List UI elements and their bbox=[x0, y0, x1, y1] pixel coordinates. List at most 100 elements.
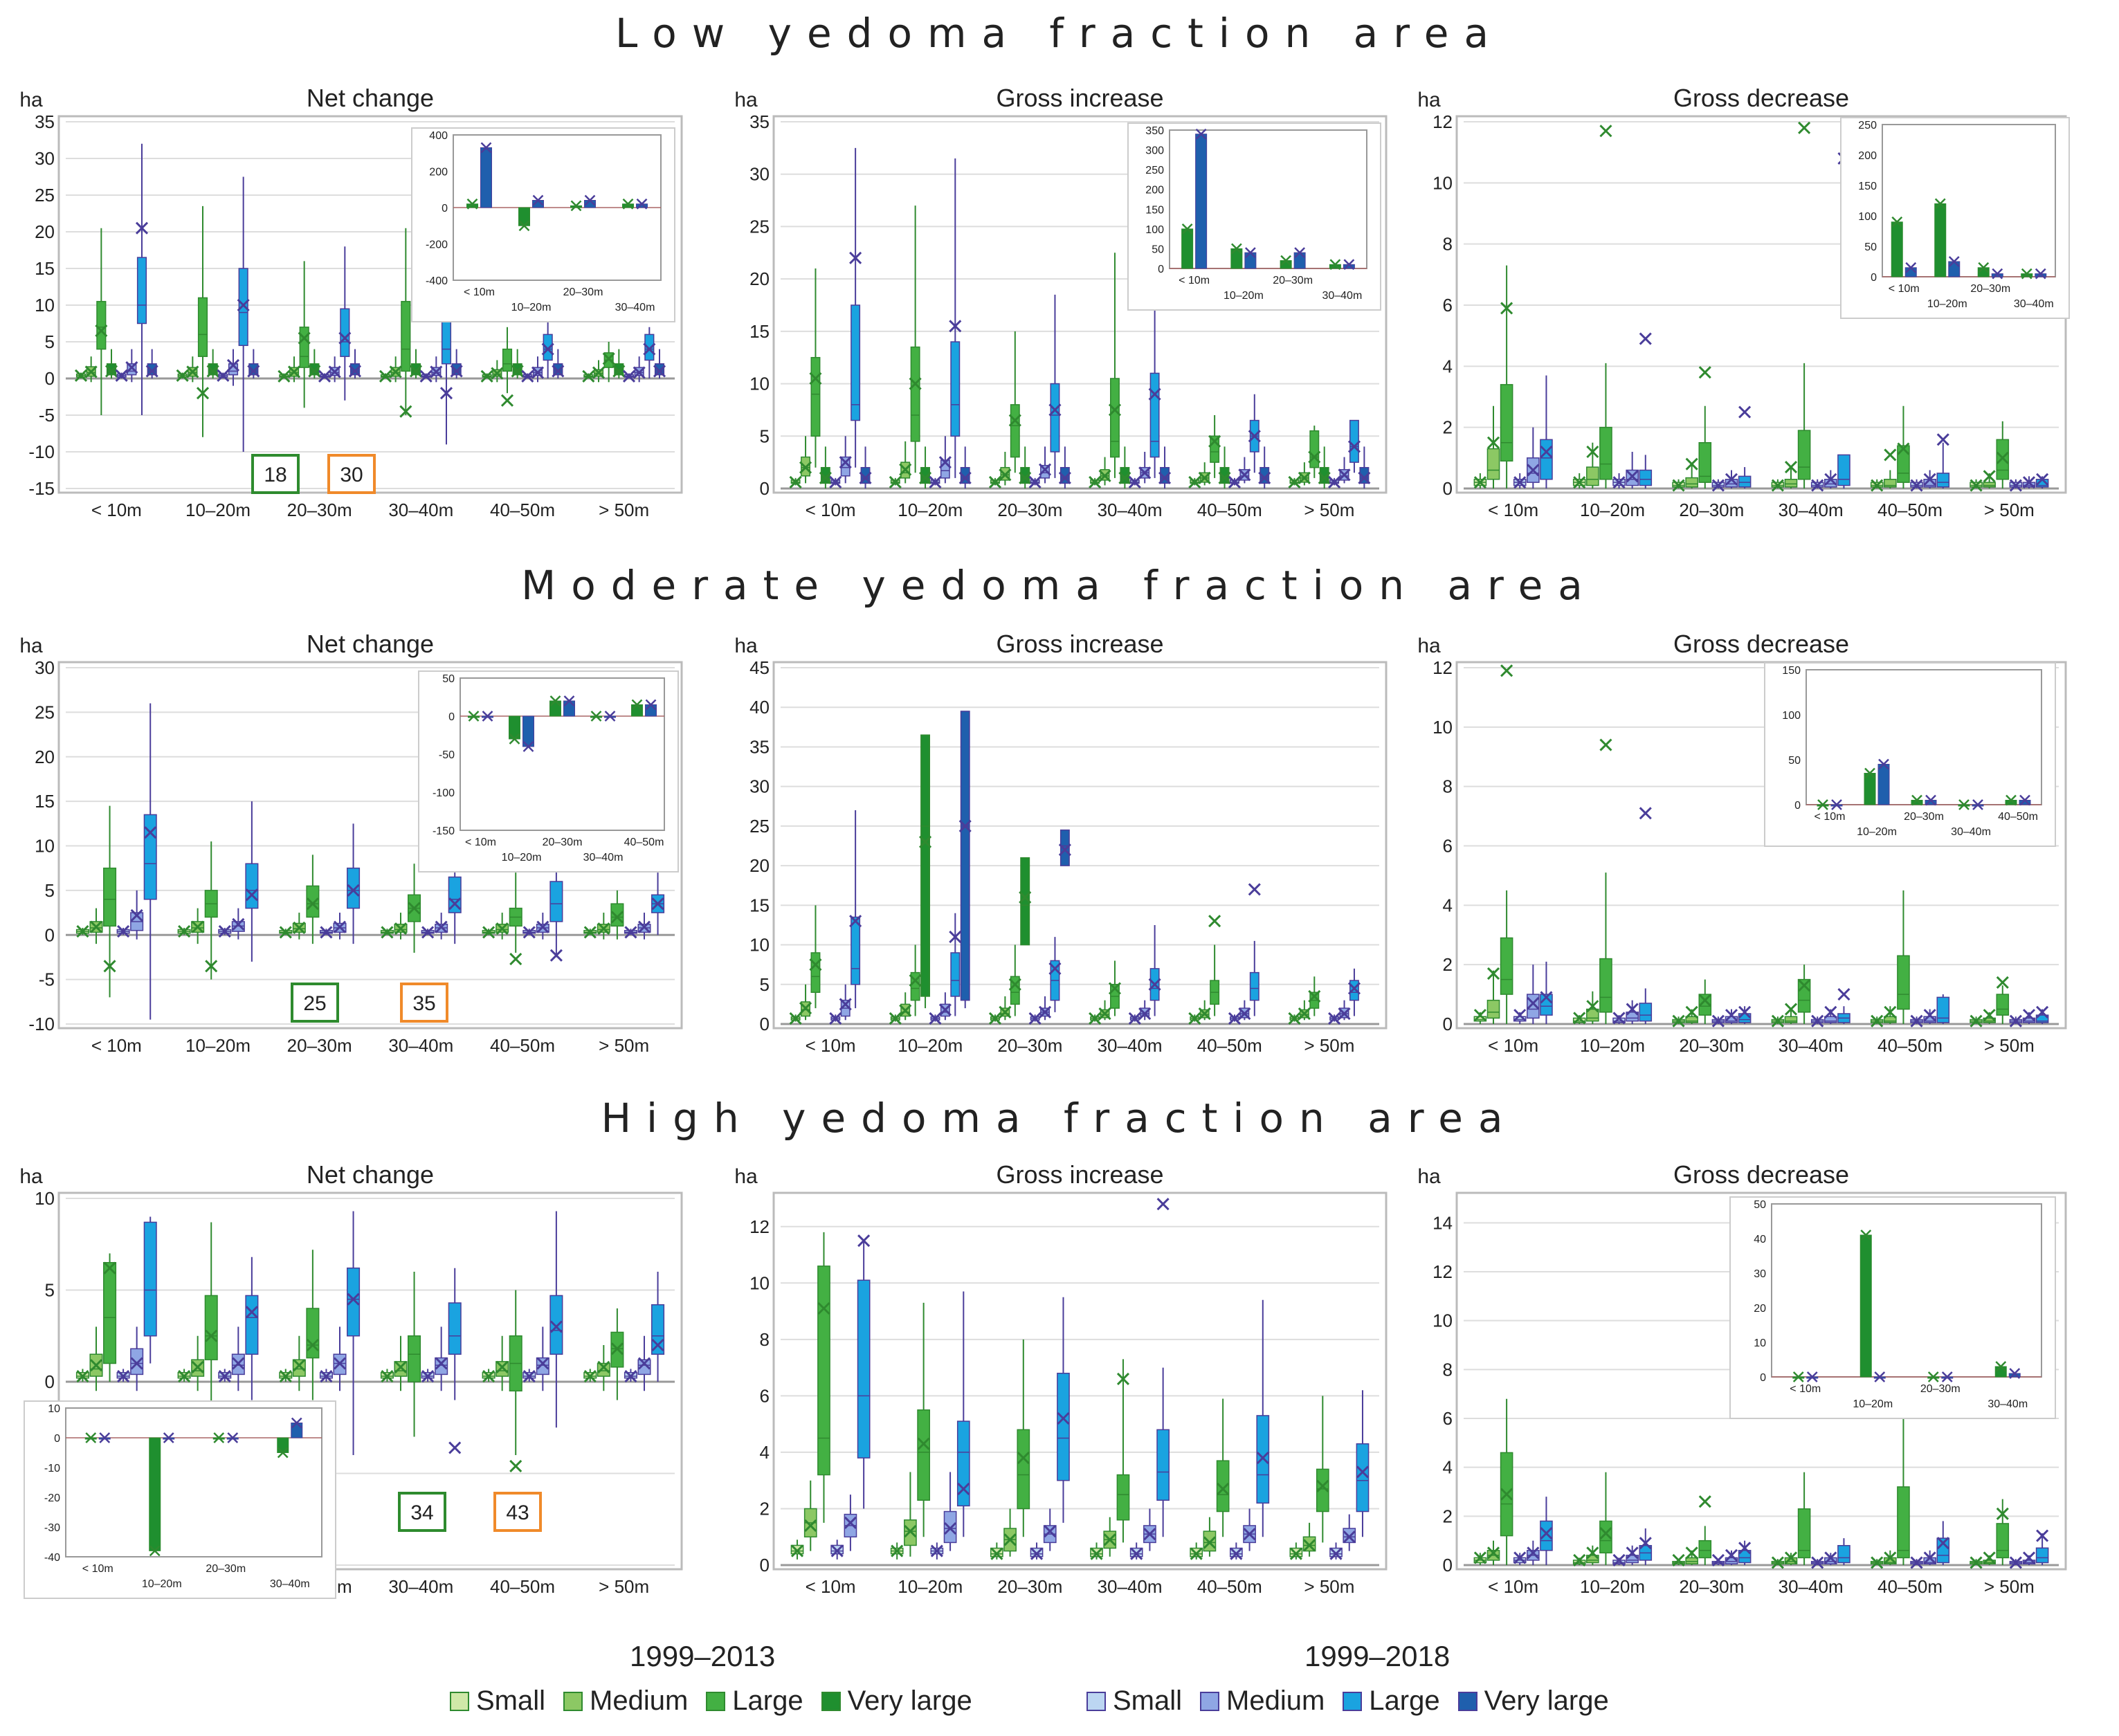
y-tick-label: 4 bbox=[1443, 1457, 1453, 1478]
y-unit-label: ha bbox=[19, 634, 43, 657]
mean-marker bbox=[1685, 457, 1698, 470]
y-tick-label: 25 bbox=[35, 185, 55, 205]
mean-marker bbox=[421, 1369, 435, 1383]
mean-marker bbox=[859, 471, 872, 484]
mean-marker bbox=[1996, 1507, 2009, 1520]
mean-marker bbox=[1771, 479, 1784, 492]
y-tick-label: 20 bbox=[35, 221, 55, 242]
inset-y-tick: -10 bbox=[44, 1463, 60, 1474]
box-body bbox=[1586, 466, 1599, 486]
inset-y-tick: 300 bbox=[1145, 145, 1164, 157]
legend-item-p2-very-large: Very large bbox=[1457, 1685, 1609, 1717]
outlier-count-box bbox=[400, 983, 448, 1023]
mean-marker bbox=[1586, 1000, 1599, 1013]
mean-marker bbox=[450, 365, 463, 378]
inset-mean-marker bbox=[636, 198, 648, 210]
mean-marker bbox=[1500, 302, 1513, 315]
y-tick-label: 15 bbox=[749, 321, 770, 342]
box-body bbox=[1996, 1523, 2010, 1559]
inset-mean-marker bbox=[2006, 794, 2017, 806]
mean-marker bbox=[409, 365, 423, 378]
box-body bbox=[1626, 1555, 1639, 1564]
mean-marker bbox=[89, 1359, 103, 1372]
x-tick-label: 30–40m bbox=[388, 1576, 453, 1597]
mean-marker bbox=[602, 352, 615, 365]
mean-marker bbox=[909, 377, 922, 390]
box-body bbox=[644, 334, 655, 361]
mean-marker bbox=[509, 952, 522, 966]
inset-mean-marker bbox=[1911, 794, 1922, 806]
y-tick-label: 20 bbox=[749, 268, 770, 289]
mean-marker bbox=[495, 1360, 509, 1373]
inset-mean-marker bbox=[1972, 799, 1983, 810]
mean-marker bbox=[144, 826, 157, 839]
box-body bbox=[238, 268, 248, 347]
mean-marker bbox=[306, 897, 319, 911]
mean-marker bbox=[509, 1459, 522, 1472]
box-body bbox=[103, 1262, 117, 1364]
mean-marker bbox=[889, 475, 902, 488]
box-body bbox=[1586, 1555, 1599, 1564]
inset-box bbox=[1877, 764, 1890, 805]
mean-marker bbox=[495, 922, 509, 935]
mean-marker bbox=[1238, 1007, 1251, 1021]
inset-x-tick: < 10m bbox=[1889, 283, 1920, 295]
mean-marker bbox=[115, 369, 128, 382]
mean-marker bbox=[844, 1516, 857, 1529]
inset-mean-marker bbox=[2019, 794, 2030, 806]
box-body bbox=[204, 1295, 218, 1360]
mean-marker bbox=[1338, 468, 1351, 482]
x-tick-label: > 50m bbox=[1304, 1576, 1354, 1597]
mean-marker bbox=[1028, 1012, 1042, 1025]
x-tick-label: 30–40m bbox=[1098, 1576, 1163, 1597]
x-tick-label: < 10m bbox=[91, 500, 142, 520]
inset-mean-marker bbox=[645, 699, 657, 711]
legend-item-p2-medium: Medium bbox=[1200, 1685, 1325, 1717]
box-body bbox=[1599, 958, 1612, 1013]
y-tick-label: 10 bbox=[1433, 717, 1453, 738]
mean-marker bbox=[1188, 475, 1201, 488]
mean-marker bbox=[1698, 994, 1711, 1007]
inset-x-tick: < 10m bbox=[465, 837, 496, 848]
mean-marker bbox=[917, 1437, 930, 1450]
mean-marker bbox=[279, 1369, 292, 1383]
mean-marker bbox=[889, 1012, 902, 1025]
inset-box bbox=[1195, 134, 1208, 269]
mean-marker bbox=[1256, 1452, 1269, 1465]
y-tick-label: 8 bbox=[1443, 776, 1453, 797]
y-tick-label: 30 bbox=[35, 657, 55, 678]
y-tick-label: 0 bbox=[760, 478, 770, 499]
box-body bbox=[1316, 1468, 1329, 1513]
mean-marker bbox=[849, 251, 862, 264]
mean-marker bbox=[480, 369, 493, 383]
y-tick-label: 20 bbox=[749, 855, 770, 876]
inset-y-tick: -150 bbox=[433, 825, 455, 837]
mean-marker bbox=[1486, 436, 1500, 449]
y-tick-label: 10 bbox=[1433, 1310, 1453, 1331]
mean-marker bbox=[500, 394, 514, 407]
mean-marker bbox=[552, 365, 565, 378]
chart-title: Gross decrease bbox=[1673, 1160, 1849, 1189]
inset-mean-marker bbox=[1792, 1371, 1804, 1382]
box-body bbox=[1639, 469, 1653, 486]
mean-marker bbox=[1303, 1539, 1316, 1552]
box-body bbox=[1639, 1003, 1653, 1022]
mean-marker bbox=[1711, 479, 1725, 492]
mean-marker bbox=[1871, 1014, 1884, 1027]
inset-y-tick: 100 bbox=[1782, 710, 1801, 722]
box-body bbox=[1698, 442, 1712, 483]
inset-y-tick: -100 bbox=[433, 787, 455, 799]
mean-marker bbox=[511, 365, 524, 378]
chart-panel-1: Net change ha -15 -10 -5 0 5 10 15 20 25 30 35 < 10m 1… bbox=[19, 84, 683, 520]
mean-marker bbox=[1343, 1531, 1356, 1544]
mean-marker bbox=[1698, 1495, 1711, 1508]
mean-marker bbox=[957, 1482, 970, 1495]
inset-x-tick: 20–30m bbox=[1273, 275, 1313, 286]
mean-marker bbox=[435, 920, 448, 933]
mean-marker bbox=[439, 387, 453, 400]
mean-marker bbox=[1328, 1012, 1341, 1025]
y-tick-label: 12 bbox=[1433, 657, 1453, 678]
box-body bbox=[1837, 1544, 1850, 1564]
mean-marker bbox=[1048, 962, 1062, 975]
inset-y-tick: 150 bbox=[1145, 204, 1164, 216]
